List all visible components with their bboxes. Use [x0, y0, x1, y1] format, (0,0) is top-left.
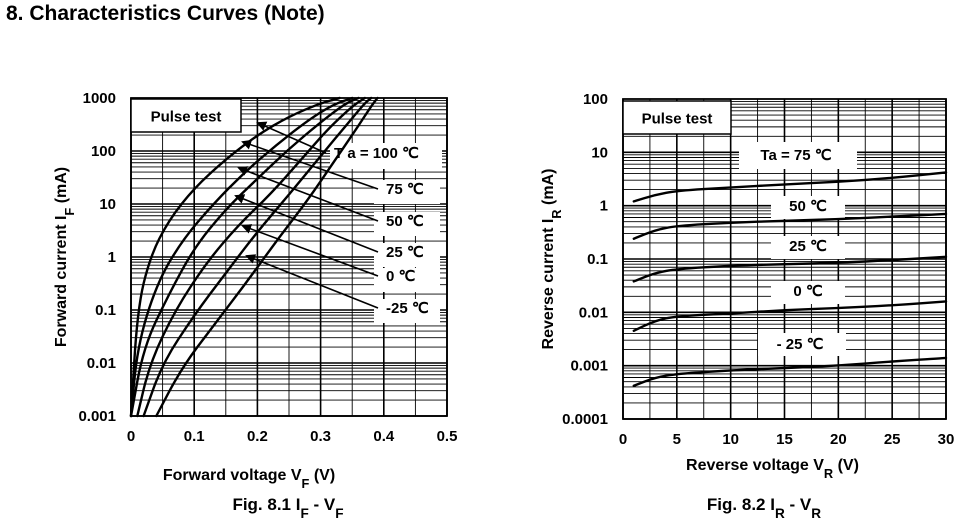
y-tick-label: 1: [108, 249, 116, 266]
label-background: [374, 268, 440, 292]
series-label-4: 0 ℃: [793, 283, 823, 300]
x-tick-label: 0.4: [373, 428, 395, 445]
series-line-5: [142, 96, 373, 418]
series-label-5: - 25 ℃: [777, 336, 824, 353]
series-label-6: -25 ℃: [386, 300, 429, 317]
series-line-4: [632, 300, 948, 332]
y-tick-label: 0.01: [579, 304, 608, 321]
y-tick-label: 10: [591, 144, 608, 161]
series-arrow-5: [241, 224, 379, 277]
x-axis-label: Reverse voltage VR (V): [686, 457, 859, 481]
series-line-3: [632, 255, 948, 283]
y-tick-label: 0.0001: [562, 411, 608, 428]
pulse-test-box: [130, 98, 242, 133]
x-tick-label: 25: [884, 431, 901, 448]
plot-frame: [622, 98, 947, 420]
series-line-1: [129, 96, 341, 418]
series-label-3: 25 ℃: [789, 238, 827, 255]
x-tick-label: 0.2: [247, 428, 268, 445]
pulse-test-label: Pulse test: [151, 109, 222, 126]
y-tick-label: 0.1: [587, 251, 608, 268]
label-background: [771, 196, 845, 219]
series-arrow-3: [237, 166, 379, 222]
series-label-1: T a = 100 ℃: [334, 145, 419, 162]
x-axis-label: Forward voltage VF (V): [163, 467, 335, 491]
pulse-test-box: [622, 100, 732, 135]
x-tick-label: 30: [938, 431, 955, 448]
series-arrow-2: [241, 139, 379, 190]
series-line-6: [155, 96, 379, 418]
y-axis-label: Forward current IF (mA): [53, 167, 77, 347]
series-line-4: [136, 96, 366, 418]
label-background: [739, 142, 857, 169]
x-tick-label: 15: [776, 431, 793, 448]
y-tick-label: 0.1: [95, 302, 116, 319]
series-line-3: [129, 96, 360, 418]
series-arrow-1: [256, 121, 327, 154]
label-background: [374, 243, 440, 267]
figure-caption: Fig. 8.1 IF - VF: [232, 495, 343, 521]
x-tick-label: 5: [673, 431, 681, 448]
label-background: [771, 236, 845, 259]
label-background: [771, 281, 845, 304]
x-tick-label: 0.1: [184, 428, 205, 445]
series-label-5: 0 ℃: [386, 268, 416, 285]
series-label-4: 25 ℃: [386, 244, 424, 261]
y-tick-label: 0.001: [78, 408, 116, 425]
series-line-2: [632, 212, 948, 240]
figure-caption: Fig. 8.2 IR - VR: [707, 495, 821, 521]
series-label-1: Ta = 75 ℃: [760, 147, 831, 164]
series-label-2: 50 ℃: [789, 198, 827, 215]
label-background: [330, 143, 442, 169]
x-tick-label: 0.5: [437, 428, 458, 445]
chart-1: Pulse test T a = 100 ℃ 75 ℃ 50 ℃ 25 ℃ 0 ℃ -25 …: [53, 90, 457, 521]
label-background: [374, 180, 440, 204]
y-tick-label: 100: [583, 91, 608, 108]
y-tick-label: 0.01: [87, 355, 116, 372]
series-line-5: [632, 356, 948, 387]
label-background: [758, 333, 846, 356]
x-tick-label: 0: [619, 431, 627, 448]
y-tick-label: 0.001: [570, 358, 608, 375]
label-background: [374, 212, 440, 236]
page-title: 8. Characteristics Curves (Note): [6, 2, 325, 25]
pulse-test-label: Pulse test: [642, 111, 713, 128]
y-tick-label: 100: [91, 143, 116, 160]
x-tick-label: 10: [722, 431, 739, 448]
series-arrow-6: [245, 254, 379, 309]
series-line-1: [632, 171, 948, 203]
series-arrow-4: [234, 194, 379, 253]
x-tick-label: 0.3: [310, 428, 331, 445]
series-label-2: 75 ℃: [386, 181, 424, 198]
label-background: [374, 299, 440, 323]
y-tick-label: 1000: [83, 90, 116, 107]
plot-frame: [130, 97, 448, 417]
x-tick-label: 20: [830, 431, 847, 448]
series-label-3: 50 ℃: [386, 213, 424, 230]
y-tick-label: 10: [99, 196, 116, 213]
series-line-2: [129, 96, 354, 418]
y-tick-label: 1: [600, 198, 608, 215]
y-axis-label: Reverse current IR (mA): [540, 169, 564, 350]
x-tick-label: 0: [127, 428, 135, 445]
